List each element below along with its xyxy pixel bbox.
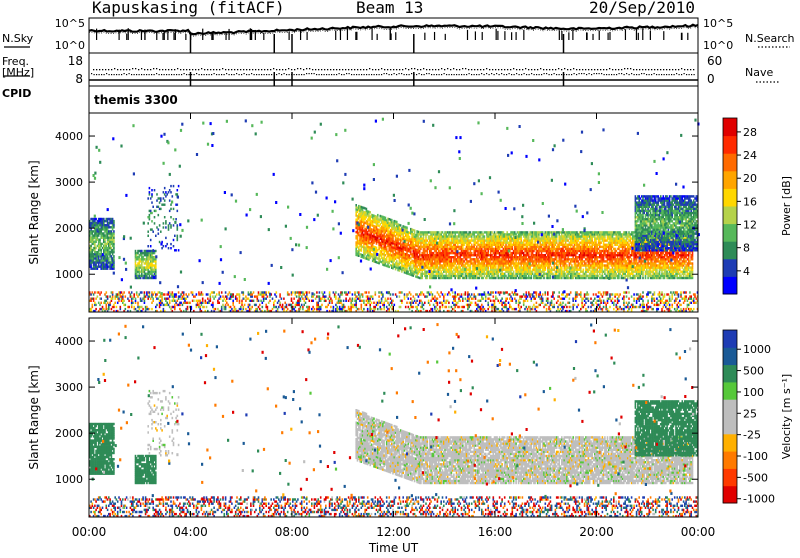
nsearch-tick-top: 10^5 (703, 17, 733, 30)
velocity-panel-ytick-label-0: 1000 (55, 473, 83, 486)
nsky-tick-bottom: 10^0 (55, 39, 85, 52)
cpid-label: CPID (2, 87, 31, 100)
power-colorbar-segment-1 (723, 259, 737, 277)
power-colorbar-tick-label-3: 16 (743, 195, 757, 208)
freq-tick-top: 18 (68, 54, 83, 68)
time-axis-title: Time UT (368, 541, 419, 554)
time-axis-label-5: 20:00 (579, 525, 614, 539)
plot-canvas: 10^5 10^0 10^5 10^0 18 8 60 0 1000 2000 3000 4000 Sl… (0, 0, 800, 554)
velocity-colorbar-tick-label-6: -500 (743, 471, 768, 484)
velocity-colorbar-tick-label-3: 25 (743, 407, 757, 420)
power-colorbar-tick-label-6: 28 (743, 126, 757, 139)
power-panel-background (89, 113, 698, 312)
velocity-colorbar-segment-1 (723, 468, 737, 486)
velocity-colorbar-tick-label-5: -100 (743, 450, 768, 463)
nsearch-label: N.Search (745, 32, 795, 45)
freq-trace (93, 68, 694, 70)
nave-tick-bottom: 0 (707, 72, 715, 86)
nave-label: Nave (745, 66, 773, 79)
time-axis-label-3: 12:00 (376, 525, 411, 539)
power-colorbar-tick-label-4: 20 (743, 172, 757, 185)
power-colorbar-segment-9 (723, 118, 737, 136)
nsky-label: N.Sky (2, 32, 33, 45)
power-panel-ytick-label-3: 4000 (55, 130, 83, 143)
velocity-panel-ytick-label-2: 3000 (55, 381, 83, 394)
velocity-panel-background (89, 318, 698, 517)
velocity-colorbar-tick-label-0: 1000 (743, 343, 771, 356)
velocity-colorbar-segment-0 (723, 486, 737, 504)
power-colorbar-segment-5 (723, 188, 737, 206)
velocity-colorbar-segment-2 (723, 451, 737, 469)
noise-panel-frame (89, 18, 698, 53)
power-colorbar-segment-8 (723, 136, 737, 154)
velocity-colorbar-tick-label-7: -1000 (743, 493, 775, 506)
nsky-tick-top: 10^5 (55, 17, 85, 30)
power-colorbar-tick-label-1: 8 (743, 242, 750, 255)
power-colorbar-segment-3 (723, 224, 737, 242)
velocity-colorbar-tick-label-2: 100 (743, 386, 764, 399)
velocity-colorbar-label: Velocity [m s⁻¹] (780, 374, 793, 459)
power-colorbar-segment-4 (723, 206, 737, 224)
velocity-colorbar-tick-label-4: -25 (743, 429, 761, 442)
sky-noise-trace (89, 25, 698, 35)
power-panel-ytick-label-1: 2000 (55, 222, 83, 235)
power-panel-ylabel: Slant Range [km] (27, 160, 41, 264)
freq-unit-label: [MHz] (2, 66, 34, 79)
power-panel-ytick-label-0: 1000 (55, 268, 83, 281)
nave-trace (91, 73, 695, 75)
power-colorbar-tick-label-5: 24 (743, 149, 757, 162)
time-axis-label-6: 00:00 (681, 525, 716, 539)
power-colorbar-segment-6 (723, 171, 737, 189)
power-colorbar-tick-label-0: 4 (743, 265, 750, 278)
velocity-panel-ytick-label-1: 2000 (55, 427, 83, 440)
power-panel-ytick-label-2: 3000 (55, 176, 83, 189)
time-axis-label-4: 16:00 (478, 525, 513, 539)
cpid-value: themis 3300 (94, 93, 178, 107)
velocity-colorbar-segment-9 (723, 330, 737, 348)
cpid-panel-frame (89, 86, 698, 113)
noise-spikes (97, 28, 688, 40)
velocity-colorbar-segment-8 (723, 347, 737, 365)
power-colorbar-segment-2 (723, 241, 737, 259)
nave-tick-top: 60 (707, 54, 722, 68)
velocity-colorbar-segment-7 (723, 365, 737, 383)
station-title: Kapuskasing (fitACF) (92, 0, 285, 17)
freq-tick-bottom: 8 (75, 72, 83, 86)
velocity-colorbar-segment-6 (723, 382, 737, 400)
power-colorbar-label: Power [dB] (780, 176, 793, 236)
power-colorbar-tick-label-2: 12 (743, 219, 757, 232)
beam-title: Beam 13 (356, 0, 423, 17)
velocity-colorbar-segment-4 (723, 417, 737, 435)
time-axis-label-1: 04:00 (173, 525, 208, 539)
date-title: 20/Sep/2010 (589, 0, 695, 17)
power-colorbar-segment-0 (723, 276, 737, 294)
radar-summary-plot: Kapuskasing (fitACF) Beam 13 20/Sep/2010… (0, 0, 800, 554)
velocity-colorbar-segment-3 (723, 434, 737, 452)
velocity-panel-ylabel: Slant Range [km] (27, 365, 41, 469)
velocity-colorbar-tick-label-1: 500 (743, 365, 764, 378)
velocity-panel-ytick-label-3: 4000 (55, 335, 83, 348)
time-axis-label-0: 00:00 (72, 525, 107, 539)
velocity-colorbar-segment-5 (723, 399, 737, 417)
time-axis-label-2: 08:00 (275, 525, 310, 539)
nsearch-tick-bottom: 10^0 (703, 39, 733, 52)
power-colorbar-segment-7 (723, 153, 737, 171)
